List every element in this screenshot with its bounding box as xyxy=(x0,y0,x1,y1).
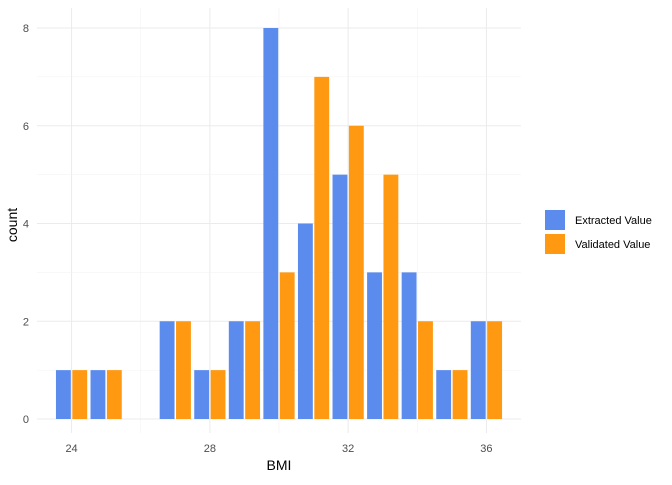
bar-extracted-value xyxy=(470,321,486,419)
bar-extracted-value xyxy=(367,272,382,419)
legend-label: Extracted Value xyxy=(575,215,652,227)
y-tick-label: 6 xyxy=(23,121,29,133)
y-axis-title: count xyxy=(4,208,20,242)
bar-extracted-value xyxy=(194,370,210,419)
bar-validated-value xyxy=(106,370,122,419)
bars xyxy=(55,28,503,419)
bar-validated-value xyxy=(279,272,295,419)
legend-key-validated-value xyxy=(545,234,565,254)
bar-extracted-value xyxy=(263,28,279,419)
x-tick-label: 24 xyxy=(65,443,77,455)
y-tick-label: 4 xyxy=(23,219,29,231)
x-tick-label: 36 xyxy=(480,443,492,455)
bar-extracted-value xyxy=(228,321,244,419)
bar-validated-value xyxy=(348,125,364,419)
bar-extracted-value xyxy=(55,370,71,419)
x-tick-label: 32 xyxy=(342,443,354,455)
bar-validated-value xyxy=(176,321,191,419)
legend-label: Validated Value xyxy=(575,239,650,251)
bar-extracted-value xyxy=(159,321,175,419)
y-tick-label: 0 xyxy=(23,414,29,426)
grid-lines xyxy=(37,8,521,433)
legend-key-extracted-value xyxy=(545,210,565,230)
bar-extracted-value xyxy=(401,272,417,419)
bar-extracted-value xyxy=(90,370,106,419)
bar-extracted-value xyxy=(436,370,452,419)
legend: Extracted Value Validated Value xyxy=(545,210,652,254)
bar-validated-value xyxy=(383,174,399,419)
bar-validated-value xyxy=(418,321,433,419)
bar-extracted-value xyxy=(297,223,313,419)
bar-validated-value xyxy=(314,76,330,419)
y-tick-label: 8 xyxy=(23,23,29,35)
y-tick-label: 2 xyxy=(23,316,29,328)
bar-validated-value xyxy=(452,370,468,419)
x-axis-title: BMI xyxy=(267,457,292,473)
x-tick-label: 28 xyxy=(204,443,216,455)
bar-validated-value xyxy=(72,370,88,419)
bar-validated-value xyxy=(245,321,261,419)
bar-validated-value xyxy=(487,321,503,419)
bar-extracted-value xyxy=(332,174,348,419)
bar-validated-value xyxy=(210,370,226,419)
